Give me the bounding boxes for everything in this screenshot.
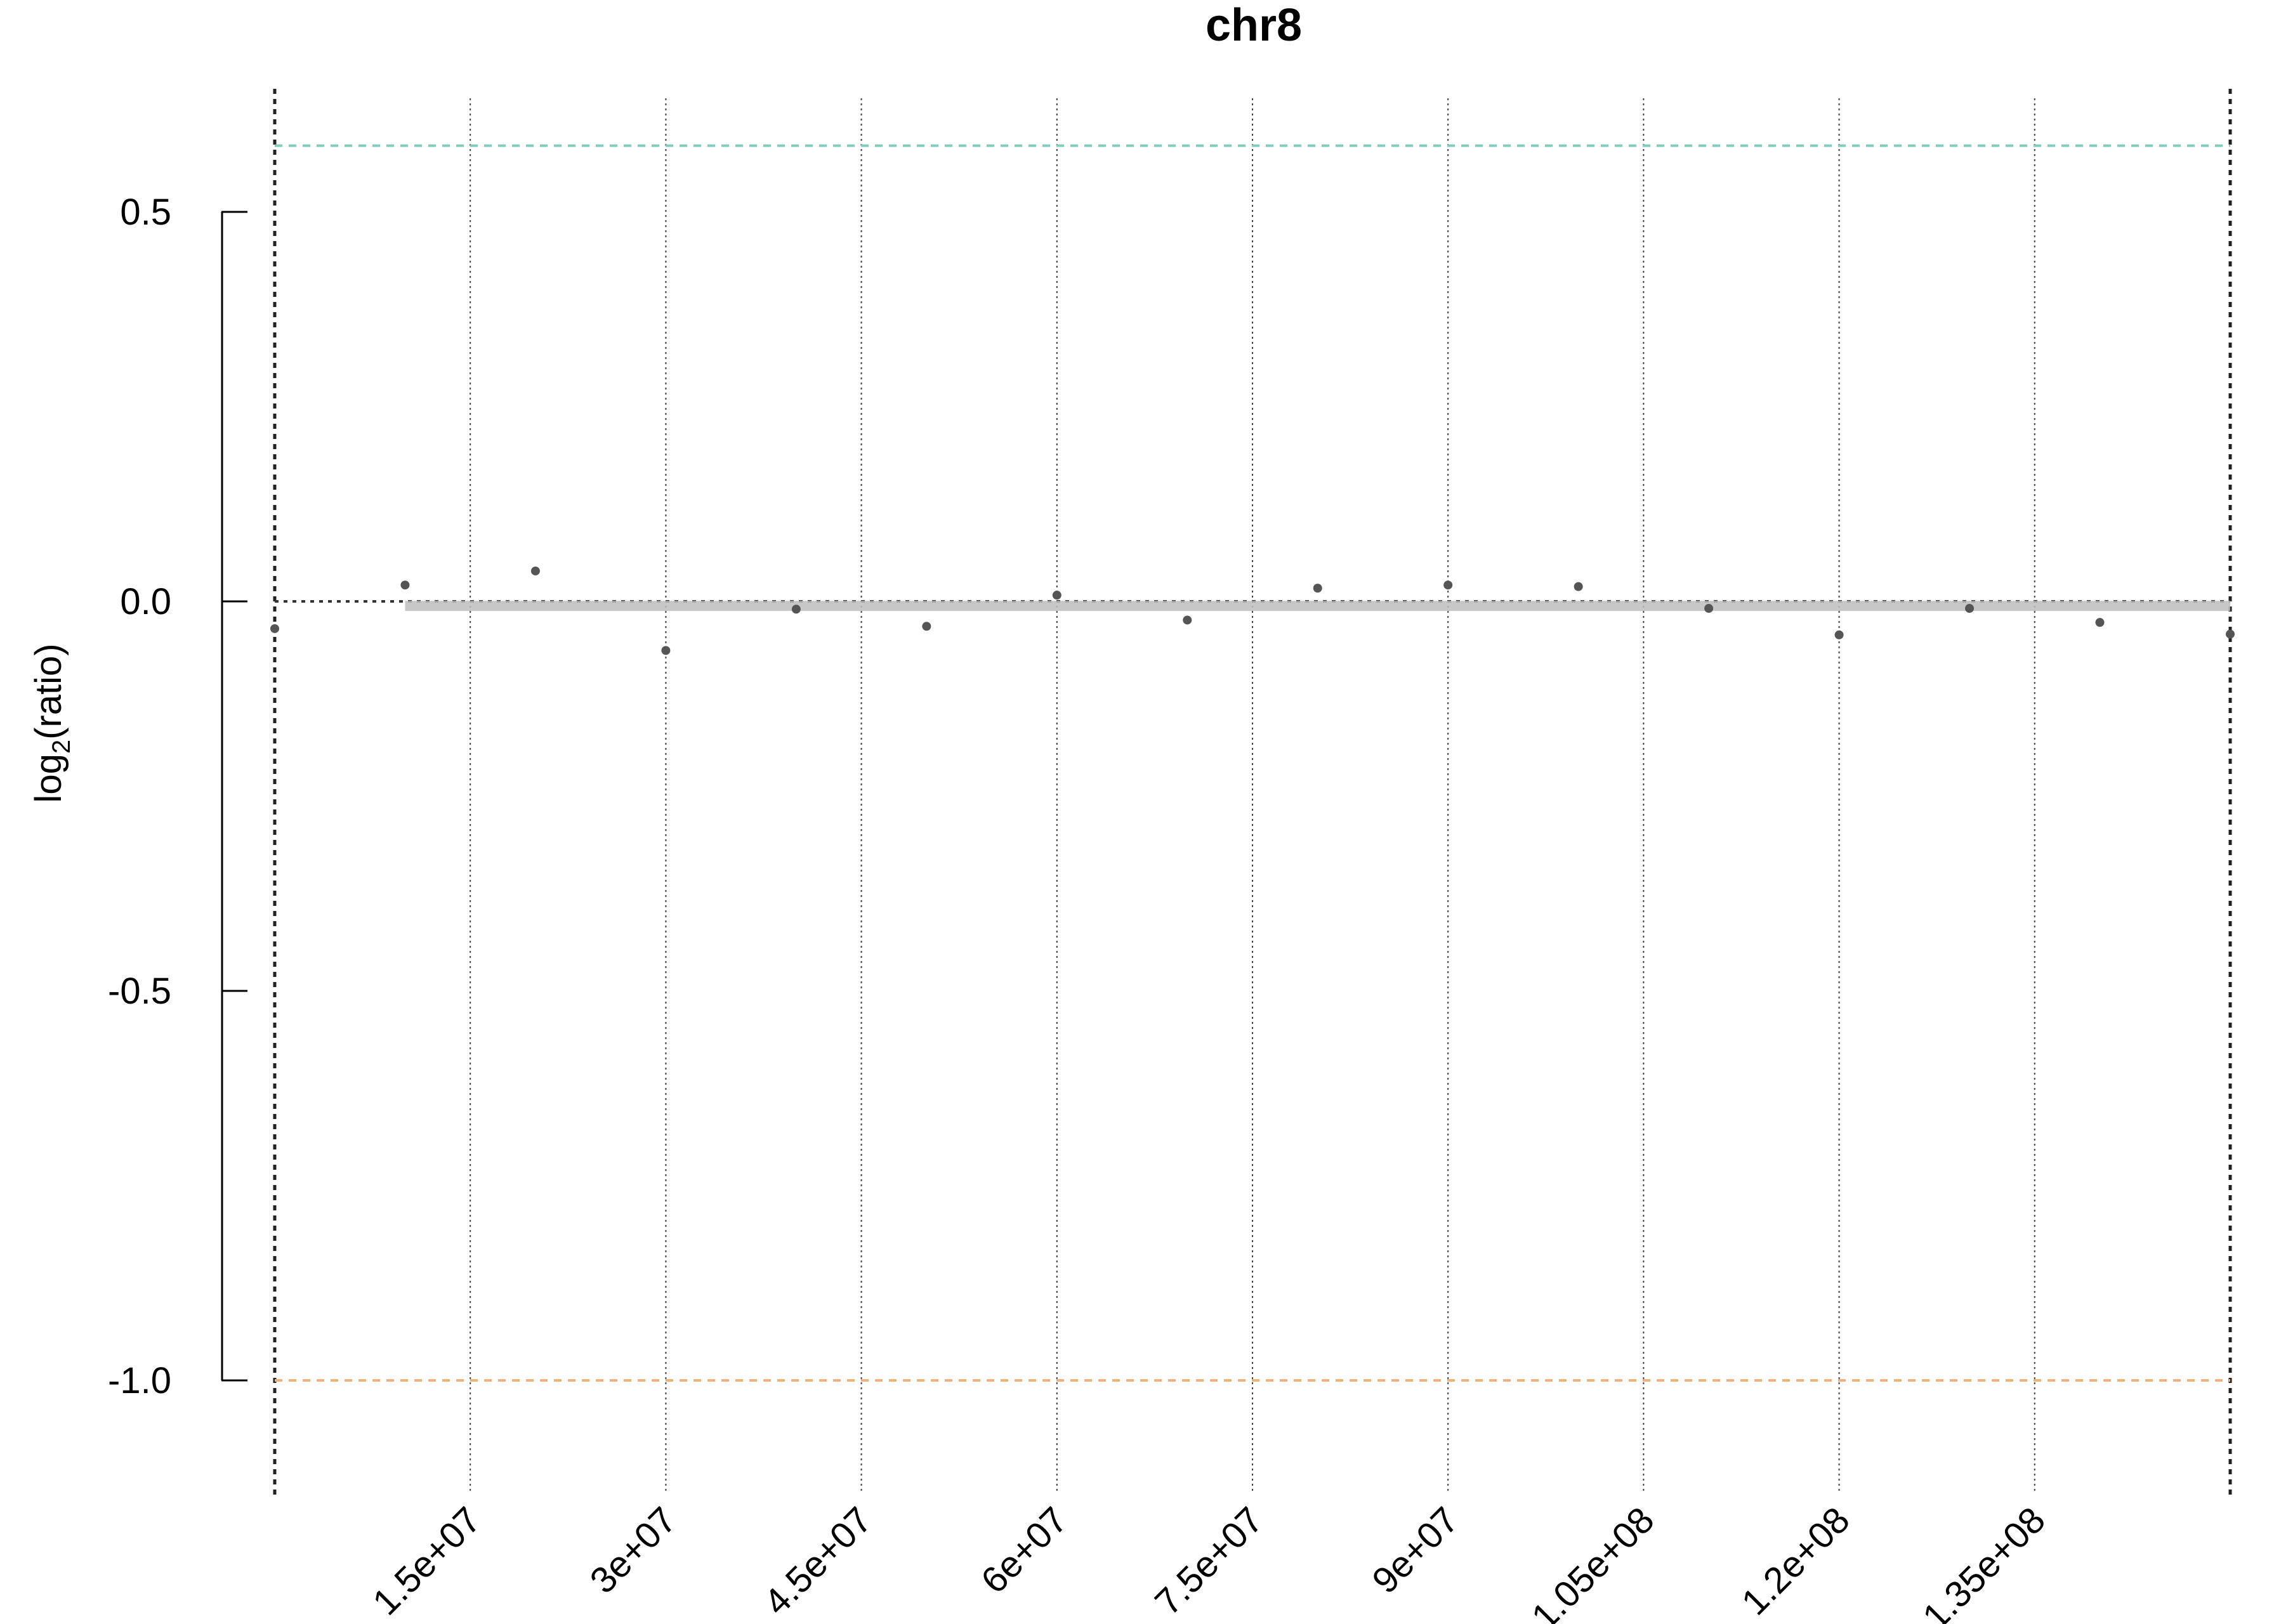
data-points (270, 566, 2235, 655)
data-point-3 (661, 646, 671, 655)
y-axis-title-suffix: (ratio) (28, 643, 69, 739)
data-point-13 (1965, 604, 1975, 613)
y-axis-title-subscript: 2 (48, 740, 76, 754)
data-point-1 (400, 580, 410, 590)
y-tick-label-1: 0.0 (120, 581, 171, 622)
y-tick-label-2: -0.5 (108, 971, 171, 1012)
data-point-14 (2095, 618, 2105, 627)
y-tick-label-0: 0.5 (120, 192, 171, 233)
y-axis: 0.5 0.0 -0.5 -1.0 (108, 192, 247, 1401)
data-point-8 (1313, 584, 1322, 593)
y-axis-title-prefix: log (28, 754, 69, 802)
chart-title: chr8 (1206, 0, 1302, 51)
segment-layer (405, 601, 2230, 612)
data-point-5 (922, 622, 931, 631)
y-tick-label-3: -1.0 (108, 1360, 171, 1401)
data-point-6 (1052, 591, 1061, 600)
data-point-12 (1834, 630, 1844, 639)
data-point-15 (2226, 629, 2235, 639)
data-point-4 (791, 605, 801, 614)
data-point-11 (1704, 604, 1714, 613)
data-point-0 (270, 624, 279, 633)
data-point-10 (1574, 582, 1583, 591)
data-point-7 (1183, 615, 1192, 625)
vertical-grid (470, 98, 2035, 1491)
data-point-2 (530, 566, 540, 576)
chromosome-bounds (273, 89, 2232, 1497)
segment-mean-bar (405, 601, 2230, 612)
y-axis-title: log2(ratio) (28, 643, 76, 802)
data-point-9 (1443, 580, 1453, 590)
